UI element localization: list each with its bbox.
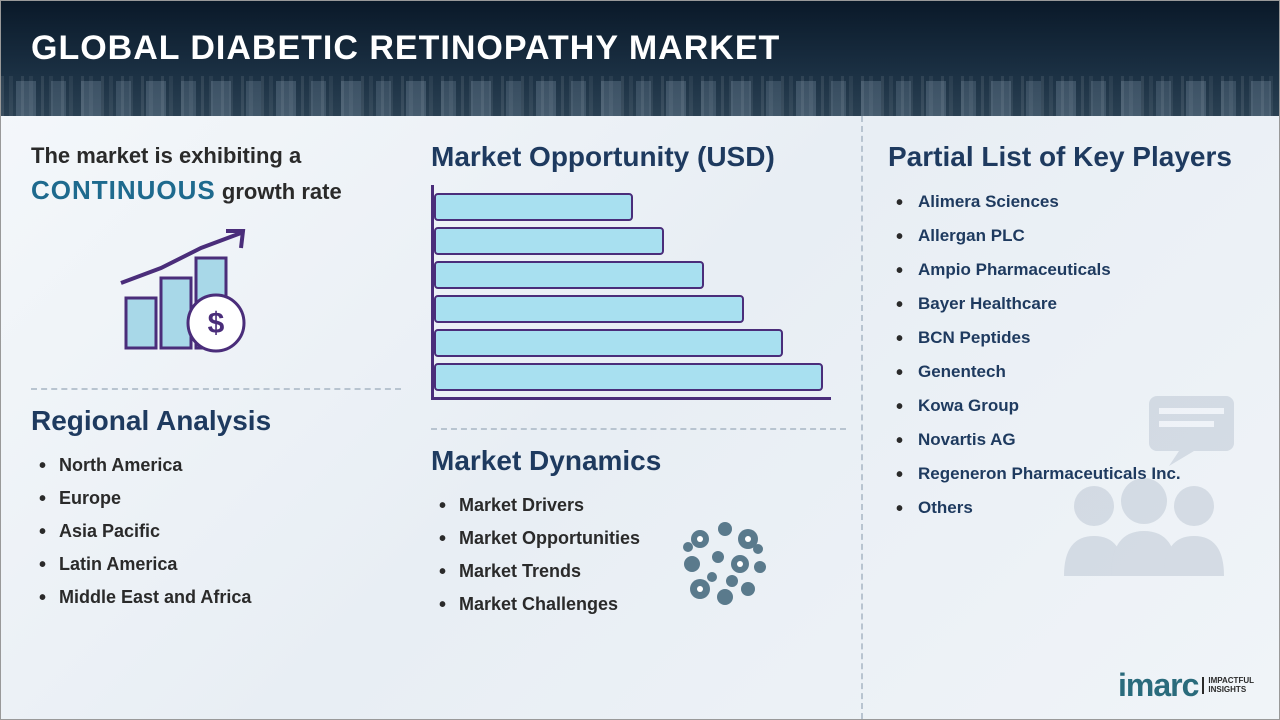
page-title: GLOBAL DIABETIC RETINOPATHY MARKET: [31, 29, 780, 68]
list-item: Genentech: [896, 355, 1254, 389]
gears-icon: [670, 509, 780, 619]
middle-column: Market Opportunity (USD) Market Dynamics…: [421, 116, 861, 719]
regional-title: Regional Analysis: [31, 405, 401, 437]
list-item: BCN Peptides: [896, 321, 1254, 355]
list-item: North America: [39, 449, 401, 482]
logo-tagline: IMPACTFUL INSIGHTS: [1202, 677, 1254, 695]
dynamics-title: Market Dynamics: [431, 445, 846, 477]
chart-bar: [434, 363, 823, 391]
list-item: Allergan PLC: [896, 219, 1254, 253]
chart-bar: [434, 227, 664, 255]
opportunity-title: Market Opportunity (USD): [431, 141, 846, 173]
opportunity-bar-chart: [431, 185, 831, 400]
list-item: Kowa Group: [896, 389, 1254, 423]
key-players-title: Partial List of Key Players: [888, 141, 1254, 173]
list-item: Market Trends: [439, 555, 640, 588]
list-item: Regeneron Pharmaceuticals Inc.: [896, 457, 1254, 491]
left-column: The market is exhibiting a CONTINUOUS gr…: [1, 116, 421, 719]
list-item: Middle East and Africa: [39, 581, 401, 614]
growth-suffix: growth rate: [216, 179, 342, 204]
brand-logo: imarc IMPACTFUL INSIGHTS: [1118, 667, 1254, 704]
content-area: The market is exhibiting a CONTINUOUS gr…: [1, 116, 1279, 719]
list-item: Europe: [39, 482, 401, 515]
dynamics-list: Market DriversMarket OpportunitiesMarket…: [431, 489, 640, 621]
dynamics-panel: Market Dynamics Market DriversMarket Opp…: [431, 445, 846, 621]
list-item: Market Challenges: [439, 588, 640, 621]
growth-chart-icon: $: [111, 228, 401, 363]
chart-bar: [434, 329, 783, 357]
list-item: Market Opportunities: [439, 522, 640, 555]
growth-emphasis: CONTINUOUS: [31, 175, 216, 205]
svg-text:$: $: [208, 307, 225, 340]
list-item: Latin America: [39, 548, 401, 581]
header-banner: GLOBAL DIABETIC RETINOPATHY MARKET: [1, 1, 1279, 116]
horizontal-divider: [31, 388, 401, 390]
skyline-decoration: [1, 76, 1279, 116]
list-item: Novartis AG: [896, 423, 1254, 457]
growth-text: The market is exhibiting a CONTINUOUS gr…: [31, 141, 401, 208]
growth-prefix: The market is exhibiting a: [31, 143, 301, 168]
chart-bar: [434, 193, 633, 221]
right-column: Partial List of Key Players Alimera Scie…: [861, 116, 1279, 719]
horizontal-divider: [431, 428, 846, 430]
list-item: Alimera Sciences: [896, 185, 1254, 219]
list-item: Bayer Healthcare: [896, 287, 1254, 321]
chart-bar: [434, 295, 744, 323]
list-item: Market Drivers: [439, 489, 640, 522]
growth-panel: The market is exhibiting a CONTINUOUS gr…: [31, 141, 401, 373]
key-players-list: Alimera SciencesAllergan PLCAmpio Pharma…: [888, 185, 1254, 525]
chart-bar: [434, 261, 704, 289]
regional-list: North AmericaEuropeAsia PacificLatin Ame…: [31, 449, 401, 614]
list-item: Asia Pacific: [39, 515, 401, 548]
list-item: Others: [896, 491, 1254, 525]
list-item: Ampio Pharmaceuticals: [896, 253, 1254, 287]
opportunity-panel: Market Opportunity (USD): [431, 141, 846, 400]
regional-panel: Regional Analysis North AmericaEuropeAsi…: [31, 405, 401, 614]
logo-brand: imarc: [1118, 667, 1198, 704]
